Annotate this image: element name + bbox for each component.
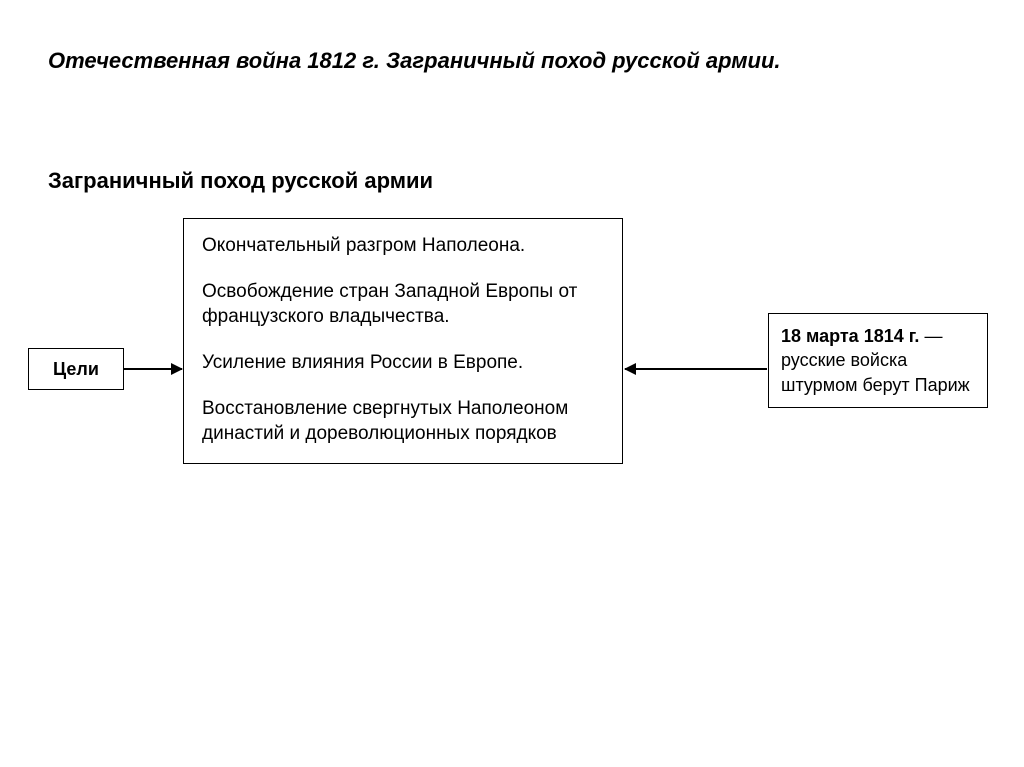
goals-label: Цели [53, 357, 99, 381]
section-title: Заграничный поход русской армии [48, 168, 433, 194]
right-box: 18 марта 1814 г. — русские войска штурмо… [768, 313, 988, 408]
arrow-right-to-center [625, 368, 767, 370]
right-box-date: 18 марта 1814 г. [781, 326, 919, 346]
center-item: Усиление влияния России в Европе. [202, 350, 604, 376]
center-item: Освобождение стран Западной Европы от фр… [202, 279, 604, 330]
right-box-text: русские войска штурмом берут Париж [781, 350, 970, 394]
center-box: Окончательный разгром Наполеона. Освобож… [183, 218, 623, 464]
page-title: Отечественная война 1812 г. Заграничный … [48, 48, 781, 74]
diagram-container: Цели Окончательный разгром Наполеона. Ос… [28, 218, 998, 528]
center-item: Восстановление свергнутых Наполеоном дин… [202, 396, 604, 447]
center-item: Окончательный разгром Наполеона. [202, 233, 604, 259]
goals-box: Цели [28, 348, 124, 390]
arrow-goals-to-center [124, 368, 182, 370]
right-box-dash: — [919, 326, 942, 346]
